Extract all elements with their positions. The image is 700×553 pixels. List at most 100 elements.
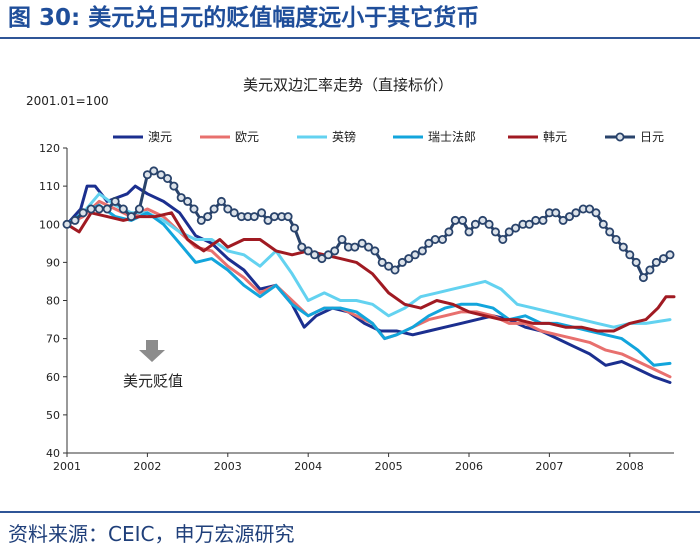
series-point xyxy=(303,246,313,256)
series-line xyxy=(65,211,676,333)
series-point xyxy=(310,250,320,260)
series-point xyxy=(370,246,380,256)
series-line xyxy=(65,192,672,329)
series-point xyxy=(565,212,575,222)
series-point xyxy=(337,234,347,244)
series-point xyxy=(350,242,360,252)
series-point xyxy=(524,219,534,229)
series-point xyxy=(216,196,226,206)
x-tick-label: 2008 xyxy=(616,460,644,473)
legend-label: 澳元 xyxy=(148,130,172,144)
series-point xyxy=(323,250,333,260)
y-tick-label: 100 xyxy=(39,218,60,231)
series-point xyxy=(317,254,327,264)
series-point xyxy=(110,196,120,206)
series-point xyxy=(417,246,427,256)
series-point xyxy=(94,204,104,214)
exchange-rate-chart: 美元双边汇率走势（直接标价） 2001.01=100 澳元 欧元 英镑 瑞士法郎 韩元 日… xyxy=(26,76,676,473)
series-point xyxy=(162,173,172,183)
series-point xyxy=(149,166,159,176)
source-rule xyxy=(0,511,700,513)
series-point xyxy=(176,193,186,203)
figure-title: 图 30: 美元兑日元的贬值幅度远小于其它货币 xyxy=(8,5,480,31)
plot-series xyxy=(62,166,676,384)
series-point xyxy=(377,257,387,267)
series-point xyxy=(490,227,500,237)
series-point xyxy=(78,208,88,218)
series-point xyxy=(571,208,581,218)
series-point xyxy=(645,265,655,275)
series-point xyxy=(142,170,152,180)
series-point xyxy=(118,204,128,214)
x-tick-label: 2002 xyxy=(133,460,161,473)
x-tick-label: 2003 xyxy=(214,460,242,473)
legend-label: 韩元 xyxy=(543,129,567,144)
series-point xyxy=(134,204,144,214)
legend-label: 欧元 xyxy=(235,130,259,144)
chart-title: 美元双边汇率走势（直接标价） xyxy=(243,76,453,94)
series-point xyxy=(651,257,661,267)
series-point xyxy=(598,219,608,229)
series-point xyxy=(659,254,669,264)
series-point xyxy=(223,204,233,214)
series-point xyxy=(229,208,239,218)
series-point xyxy=(357,238,367,248)
series-point xyxy=(437,234,447,244)
y-tick-label: 80 xyxy=(46,295,60,308)
series-point xyxy=(631,257,641,267)
legend-label: 瑞士法郎 xyxy=(428,130,476,144)
series-point xyxy=(424,238,434,248)
series-point xyxy=(126,212,136,222)
series-point xyxy=(498,234,508,244)
series-point xyxy=(478,215,488,225)
title-rule xyxy=(0,37,700,39)
series-point xyxy=(585,204,595,214)
y-tick-label: 110 xyxy=(39,180,60,193)
series-point xyxy=(269,212,279,222)
series-point xyxy=(196,215,206,225)
series-point xyxy=(289,223,299,233)
series-point xyxy=(102,204,112,214)
y-tick-label: 120 xyxy=(39,142,60,155)
series-point xyxy=(390,265,400,275)
y-tick-label: 40 xyxy=(46,447,60,460)
series-point xyxy=(470,219,480,229)
series-point xyxy=(70,215,80,225)
series-line xyxy=(65,169,672,280)
annotation: 美元贬值 xyxy=(123,340,183,390)
series-point xyxy=(183,196,193,206)
x-tick-label: 2005 xyxy=(375,460,403,473)
x-tick-label: 2004 xyxy=(294,460,322,473)
series-point xyxy=(538,215,548,225)
series-point xyxy=(638,273,648,283)
series-point xyxy=(404,254,414,264)
legend-marker xyxy=(615,132,625,142)
x-tick-label: 2006 xyxy=(455,460,483,473)
legend-label: 日元 xyxy=(640,130,664,144)
series-point xyxy=(618,242,628,252)
legend: 澳元 欧元 英镑 瑞士法郎 韩元 日元 xyxy=(113,129,664,144)
series-point xyxy=(209,204,219,214)
series-point xyxy=(484,219,494,229)
series-point xyxy=(531,215,541,225)
series-point xyxy=(450,215,460,225)
y-tick-label: 70 xyxy=(46,333,60,346)
series-point xyxy=(257,208,267,218)
series-point xyxy=(263,215,273,225)
series-point xyxy=(330,246,340,256)
y-tick-label: 90 xyxy=(46,256,60,269)
series-point xyxy=(430,234,440,244)
series-point xyxy=(458,215,468,225)
series-point xyxy=(611,234,621,244)
series-point xyxy=(558,215,568,225)
axes: 40 50 60 70 80 90 100 110 120 2001 2002 2003 2004 200… xyxy=(39,142,674,473)
series-point xyxy=(625,250,635,260)
y-tick-label: 50 xyxy=(46,409,60,422)
series-point xyxy=(464,227,474,237)
down-arrow-icon xyxy=(139,340,165,362)
series-point xyxy=(283,212,293,222)
legend-label: 英镑 xyxy=(332,129,356,144)
y-axis-label: 2001.01=100 xyxy=(26,94,109,108)
series-point xyxy=(384,261,394,271)
series-point xyxy=(511,223,521,233)
